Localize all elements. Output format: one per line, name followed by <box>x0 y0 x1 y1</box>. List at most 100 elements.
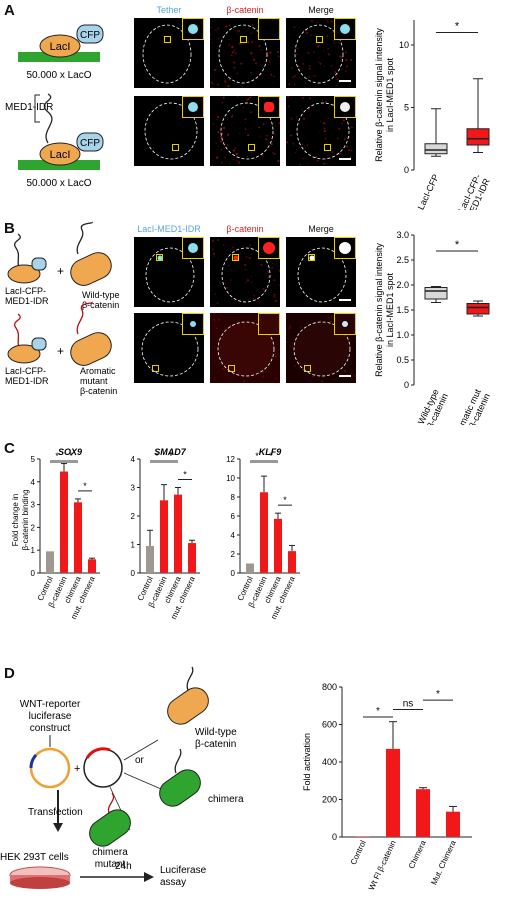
reporter-label-3: construct <box>30 723 71 734</box>
panel-letter-c: C <box>4 440 15 457</box>
subplot-klf9: KLF9024681012Controlβ-cateninchimeramut.… <box>226 447 300 621</box>
chart-d-bars: 0 200 400 600 800 Fold activation Control Wt Fl… <box>302 682 472 892</box>
zoom-inset <box>182 313 204 335</box>
laci-protein-2 <box>39 142 81 166</box>
panel-a-schematic: LacI CFP 50.000 x LacO MED1-IDR LacI CFP… <box>5 24 104 189</box>
roi-box <box>308 254 315 261</box>
significance-label: * <box>83 481 87 491</box>
bar <box>416 789 430 837</box>
cfp-protein <box>76 24 104 44</box>
y-tick-label: 2.5 <box>396 255 409 265</box>
laci-label: LacI <box>50 41 71 53</box>
roi-box <box>324 144 331 151</box>
panel-letter-b: B <box>4 220 15 237</box>
y-label-line: Fold change in <box>11 494 20 546</box>
laco-label-2: 50.000 x LacO <box>26 178 91 189</box>
y-tick-label: 3 <box>31 501 36 510</box>
med1-idr-label: MED1-IDR <box>5 102 53 113</box>
panel-letter-a: A <box>4 2 15 19</box>
micrograph-a1-merge <box>286 18 356 88</box>
or-label: or <box>135 755 145 766</box>
roi-box <box>156 254 163 261</box>
scale-bar <box>339 80 351 82</box>
bar <box>356 836 370 837</box>
x-category-text: Chimera <box>407 839 428 871</box>
y-axis-label: Fold change in β-catenin binding <box>11 489 30 550</box>
y-tick-label: 1.5 <box>396 305 409 315</box>
y-tick-label: 3 <box>131 484 136 493</box>
panel-letter-d: D <box>4 665 15 682</box>
zoom-inset <box>258 18 280 40</box>
x-category-label: Control <box>349 839 368 866</box>
cfp-label-2: CFP <box>80 138 100 149</box>
x-category-label: Chimera <box>407 839 428 871</box>
bar <box>160 500 168 573</box>
reporter-plasmid <box>29 747 71 789</box>
significance-label: * <box>376 706 380 717</box>
transfection-label: Transfection <box>28 807 83 818</box>
col-head-laci-med1: LacI-MED1-IDR <box>137 224 201 234</box>
y-tick-label: 1 <box>131 541 136 550</box>
bar <box>60 471 68 573</box>
zoom-inset <box>334 313 356 335</box>
construct-label-b1a: LacI-CFP- <box>5 286 46 296</box>
roi-box <box>232 254 239 261</box>
micrograph-a2-catenin <box>210 96 280 166</box>
significance-label: ns <box>403 699 414 710</box>
partner-label-b1a: Wild-type <box>82 290 120 300</box>
assay-label-1: Luciferase <box>160 865 207 876</box>
y-axis-label: Fold activation <box>302 733 312 791</box>
significance-label: * <box>436 689 440 700</box>
significance-label: * <box>455 21 460 33</box>
significance-bar <box>50 460 78 463</box>
idr-chain <box>43 93 53 144</box>
scale-bar <box>339 299 351 301</box>
laci-protein-b1 <box>7 264 41 284</box>
y-tick-label: 3.0 <box>396 230 409 240</box>
significance-bar <box>250 460 278 463</box>
plus-b2: + <box>57 344 64 358</box>
x-category-text: Mut. Chimera <box>429 839 458 887</box>
col-head-catenin-b: β-catenin <box>226 224 264 234</box>
y-label-line: Relative β-catenin signal intensity <box>374 243 384 377</box>
wt-catenin-protein <box>70 252 112 286</box>
bar <box>288 551 296 573</box>
y-tick-label: 200 <box>322 795 337 805</box>
laci-protein-b2 <box>7 344 41 364</box>
significance-label: * <box>283 495 287 505</box>
y-label-text: Fold activation <box>302 733 312 791</box>
y-label-line: β-catenin binding <box>21 489 30 550</box>
cfp-protein-b1 <box>31 257 47 271</box>
micrograph-b2-catenin <box>210 313 280 383</box>
y-tick-label: 10 <box>226 474 235 483</box>
bar <box>274 518 282 573</box>
laci-protein <box>39 34 81 58</box>
subplot-title: KLF9 <box>259 447 282 457</box>
col-head-catenin: β-catenin <box>226 5 264 15</box>
zoom-inset <box>182 96 204 118</box>
laco-label: 50.000 x LacO <box>26 70 91 81</box>
cells-label: HEK 293T cells <box>0 852 69 863</box>
zoom-inset <box>258 96 280 118</box>
partner-label-b2c: β-catenin <box>80 386 117 396</box>
x-category-label: LacI-CFP-MED1-IDR <box>456 173 492 210</box>
y-tick-label: 4 <box>231 531 236 540</box>
reporter-label-2: luciferase <box>29 711 72 722</box>
cfp-protein-b2 <box>31 337 47 351</box>
box <box>424 143 448 155</box>
bar <box>260 492 268 573</box>
y-tick-label: 2.0 <box>396 280 409 290</box>
cfp-label: CFP <box>80 30 100 41</box>
bar <box>446 811 460 837</box>
y-tick-label: 4 <box>131 455 136 464</box>
y-label-line: Relative β-catenin signal intensity <box>374 28 384 162</box>
bar <box>246 563 254 573</box>
laci-label-2: LacI <box>50 149 71 161</box>
panel-b-schematic: LacI-CFP- MED1-IDR + Wild-type β-catenin… <box>5 221 120 396</box>
time-label: 24h <box>115 861 132 872</box>
bar <box>174 494 182 573</box>
